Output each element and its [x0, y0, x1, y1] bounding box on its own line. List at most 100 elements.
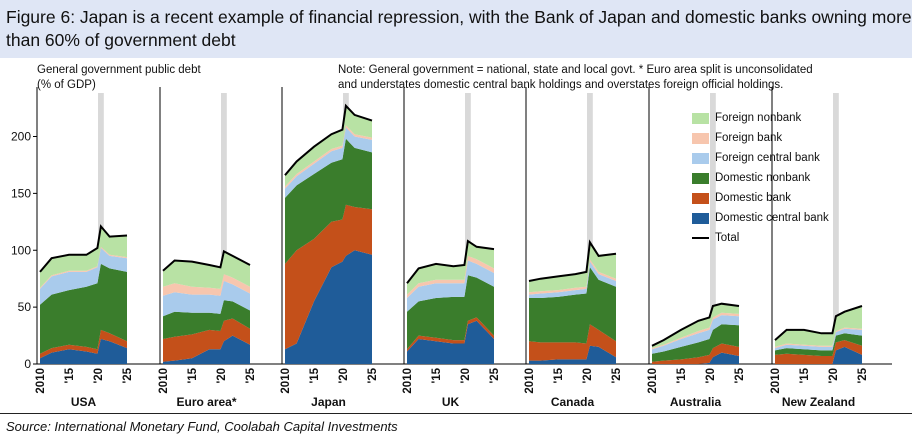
legend-item-foreign-bank: Foreign bank — [692, 130, 892, 146]
source-note: Source: International Monetary Fund, Coo… — [6, 419, 398, 434]
y-tick-label: 150 — [11, 186, 31, 200]
legend-item-domestic-nonbank: Domestic nonbank — [692, 170, 892, 186]
area-australia-domestic-bank — [652, 343, 739, 364]
x-tick-label: '25 — [367, 367, 379, 383]
area-japan-foreign-central-bank — [285, 127, 372, 198]
x-tick-label: '20 — [582, 368, 594, 384]
x-tick-label: '15 — [431, 367, 443, 383]
area-new-zealand-foreign-nonbank — [775, 306, 862, 347]
title-banner: Figure 6: Japan is a recent example of f… — [0, 0, 912, 58]
area-usa-domestic-nonbank — [40, 263, 127, 354]
legend-swatch — [692, 173, 709, 184]
shaded-period-new-zealand — [833, 93, 839, 364]
x-tick-label: '20 — [216, 368, 228, 384]
y-tick-label: 200 — [11, 130, 31, 144]
chart-note-line2: and understates domestic central bank ho… — [338, 79, 784, 91]
area-japan-domestic-nonbank — [285, 138, 372, 264]
legend-item-domestic-bank: Domestic bank — [692, 190, 892, 206]
x-tick-label: '25 — [734, 367, 746, 383]
legend-item-domestic-central-bank: Domestic central bank — [692, 210, 892, 226]
area-new-zealand-domestic-central-bank — [775, 346, 862, 364]
area-australia-foreign-bank — [652, 312, 739, 350]
x-tick-label: '15 — [187, 367, 199, 383]
x-tick-label: '25 — [611, 367, 623, 383]
area-canada-foreign-nonbank — [529, 242, 616, 293]
area-usa-domestic-central-bank — [40, 339, 127, 364]
legend-label: Domestic bank — [715, 192, 792, 204]
area-canada-domestic-bank — [529, 324, 616, 361]
legend-item-foreign-nonbank: Foreign nonbank — [692, 110, 892, 126]
y-axis-label: General government public debt (% of GDP… — [37, 63, 201, 93]
x-tick-label: 2010 — [647, 368, 659, 394]
chart-note-line1: Note: General government = national, sta… — [338, 64, 813, 76]
area-euro-area-foreign-nonbank — [163, 251, 250, 289]
x-tick-label: 2010 — [35, 368, 47, 394]
area-australia-domestic-nonbank — [652, 324, 739, 362]
area-australia-domestic-central-bank — [652, 352, 739, 364]
legend-label: Domestic central bank — [715, 212, 829, 224]
area-usa-domestic-bank — [40, 329, 127, 359]
area-australia-foreign-nonbank — [652, 303, 739, 349]
x-tick-label: 2010 — [158, 368, 170, 394]
legend-label: Foreign nonbank — [715, 112, 802, 124]
legend-label: Foreign bank — [715, 132, 783, 144]
area-euro-area-domestic-nonbank — [163, 300, 250, 339]
panel-label-new-zealand: New Zealand — [782, 395, 855, 409]
legend-swatch — [692, 213, 709, 224]
x-tick-label: '15 — [799, 367, 811, 383]
legend-label: Domestic nonbank — [715, 172, 811, 184]
panel-label-australia: Australia — [670, 395, 722, 409]
area-australia-foreign-central-bank — [652, 315, 739, 354]
total-line-euro-area — [162, 249, 251, 272]
legend-label: Foreign central bank — [715, 152, 820, 164]
x-tick-label: '15 — [676, 367, 688, 383]
y-tick-label: 50 — [18, 300, 32, 314]
area-canada-domestic-nonbank — [529, 267, 616, 344]
panel-label-usa: USA — [71, 395, 97, 409]
area-uk-foreign-nonbank — [407, 241, 494, 295]
panel-label-canada: Canada — [551, 395, 595, 409]
panel-label-euro-area: Euro area* — [176, 395, 236, 409]
x-tick-label: 2010 — [770, 368, 782, 394]
area-japan-domestic-central-bank — [285, 250, 372, 364]
area-usa-foreign-nonbank — [40, 226, 127, 288]
panel-label-uk: UK — [442, 395, 460, 409]
total-line-usa — [39, 224, 128, 273]
total-line-australia — [651, 302, 740, 347]
area-canada-domestic-central-bank — [529, 345, 616, 364]
area-uk-foreign-central-bank — [407, 260, 494, 312]
legend-swatch — [692, 153, 709, 164]
legend-label: Total — [715, 232, 740, 244]
total-line-new-zealand — [774, 305, 863, 341]
total-line-canada — [528, 239, 617, 282]
area-japan-foreign-nonbank — [285, 105, 372, 187]
x-tick-label: '25 — [245, 367, 257, 383]
area-new-zealand-foreign-central-bank — [775, 328, 862, 351]
x-tick-label: 2010 — [280, 368, 292, 394]
y-axis-label-line1: General government public debt — [37, 64, 201, 76]
area-new-zealand-domestic-bank — [775, 340, 862, 364]
legend-swatch — [692, 133, 709, 144]
shaded-period-uk — [465, 93, 471, 364]
chart-title: Figure 6: Japan is a recent example of f… — [6, 7, 912, 50]
x-tick-label: '15 — [553, 367, 565, 383]
x-tick-label: '25 — [489, 367, 501, 383]
y-tick-label: 100 — [11, 243, 31, 257]
shaded-period-canada — [587, 93, 593, 364]
area-euro-area-foreign-bank — [163, 274, 250, 296]
x-tick-label: '25 — [857, 367, 869, 383]
x-tick-label: 2010 — [524, 368, 536, 394]
y-tick-label: 0 — [24, 357, 31, 371]
x-tick-label: '15 — [64, 367, 76, 383]
shaded-period-australia — [710, 93, 716, 364]
x-tick-label: '20 — [705, 368, 717, 384]
legend-swatch — [692, 193, 709, 204]
area-canada-foreign-central-bank — [529, 261, 616, 298]
shaded-period-euro-area — [221, 93, 227, 364]
area-euro-area-domestic-central-bank — [163, 335, 250, 364]
x-tick-label: '20 — [338, 368, 350, 384]
total-line-uk — [406, 239, 495, 284]
legend-swatch — [692, 237, 709, 239]
x-tick-label: '20 — [828, 368, 840, 384]
area-uk-domestic-central-bank — [407, 320, 494, 364]
